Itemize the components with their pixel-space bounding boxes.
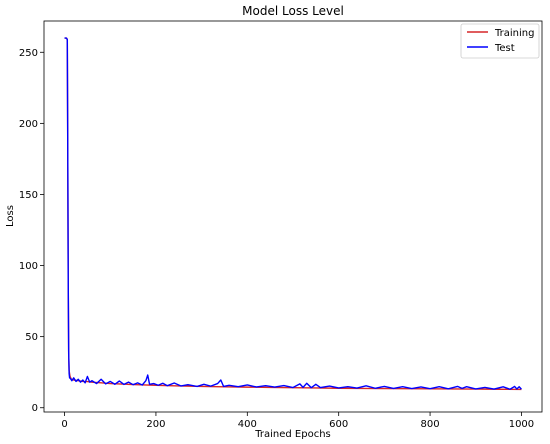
y-tick-label: 0	[32, 403, 38, 414]
legend: Training Test	[460, 23, 540, 59]
y-tick-label: 150	[19, 190, 38, 201]
y-tick-label: 50	[25, 332, 38, 343]
legend-label-training: Training	[494, 28, 534, 39]
series-line-training	[64, 37, 522, 391]
x-tick-label: 800	[421, 419, 440, 430]
y-tick-label: 200	[19, 119, 38, 130]
chart-title: Model Loss Level	[242, 4, 344, 18]
x-tick-label: 600	[329, 419, 348, 430]
x-tick-label: 0	[61, 419, 67, 430]
y-tick-label: 250	[19, 48, 38, 59]
series-line-test	[64, 37, 522, 390]
x-axis-ticks: 0 200 400 600 800 1000	[61, 412, 534, 430]
plot-frame	[43, 20, 543, 413]
y-tick-label: 100	[19, 261, 38, 272]
x-tick-label: 1000	[509, 419, 534, 430]
x-tick-label: 200	[146, 419, 165, 430]
plot-area	[64, 37, 522, 391]
x-tick-label: 400	[238, 419, 257, 430]
x-axis-label: Trained Epochs	[254, 429, 331, 440]
y-axis-label: Loss	[5, 205, 16, 227]
y-axis-ticks: 0 50 100 150 200 250	[19, 48, 44, 414]
legend-label-test: Test	[494, 43, 515, 54]
